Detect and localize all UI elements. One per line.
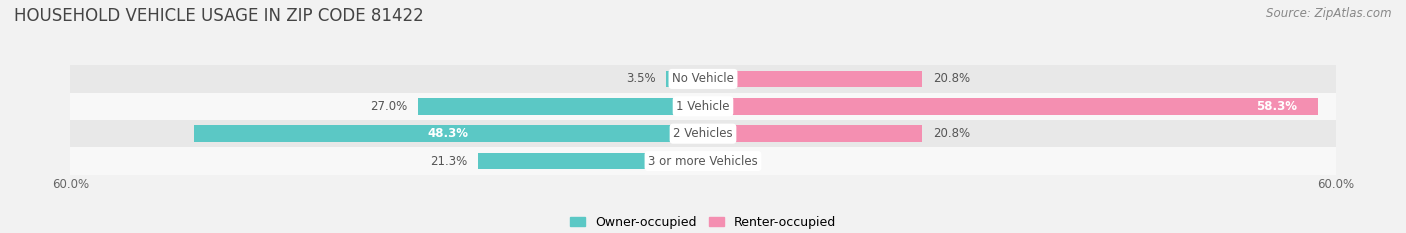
Text: 2 Vehicles: 2 Vehicles	[673, 127, 733, 140]
Bar	[70, 93, 1336, 120]
Text: No Vehicle: No Vehicle	[672, 72, 734, 86]
Text: 1 Vehicle: 1 Vehicle	[676, 100, 730, 113]
Bar	[194, 125, 703, 142]
Bar	[70, 120, 1336, 147]
Text: 3.5%: 3.5%	[626, 72, 655, 86]
Text: 3 or more Vehicles: 3 or more Vehicles	[648, 154, 758, 168]
Bar	[419, 98, 703, 115]
Text: HOUSEHOLD VEHICLE USAGE IN ZIP CODE 81422: HOUSEHOLD VEHICLE USAGE IN ZIP CODE 8142…	[14, 7, 423, 25]
Text: 21.3%: 21.3%	[430, 154, 468, 168]
Text: 0.0%: 0.0%	[713, 154, 744, 168]
Text: 27.0%: 27.0%	[371, 100, 408, 113]
Bar	[70, 147, 1336, 175]
Legend: Owner-occupied, Renter-occupied: Owner-occupied, Renter-occupied	[569, 216, 837, 229]
Text: 48.3%: 48.3%	[427, 127, 468, 140]
Text: Source: ZipAtlas.com: Source: ZipAtlas.com	[1267, 7, 1392, 20]
Text: 58.3%: 58.3%	[1256, 100, 1296, 113]
Bar	[70, 65, 1336, 93]
Bar	[666, 71, 703, 87]
Bar	[703, 98, 1317, 115]
Text: 20.8%: 20.8%	[934, 127, 970, 140]
Bar	[703, 125, 922, 142]
Bar	[703, 71, 922, 87]
Bar	[478, 153, 703, 169]
Text: 20.8%: 20.8%	[934, 72, 970, 86]
